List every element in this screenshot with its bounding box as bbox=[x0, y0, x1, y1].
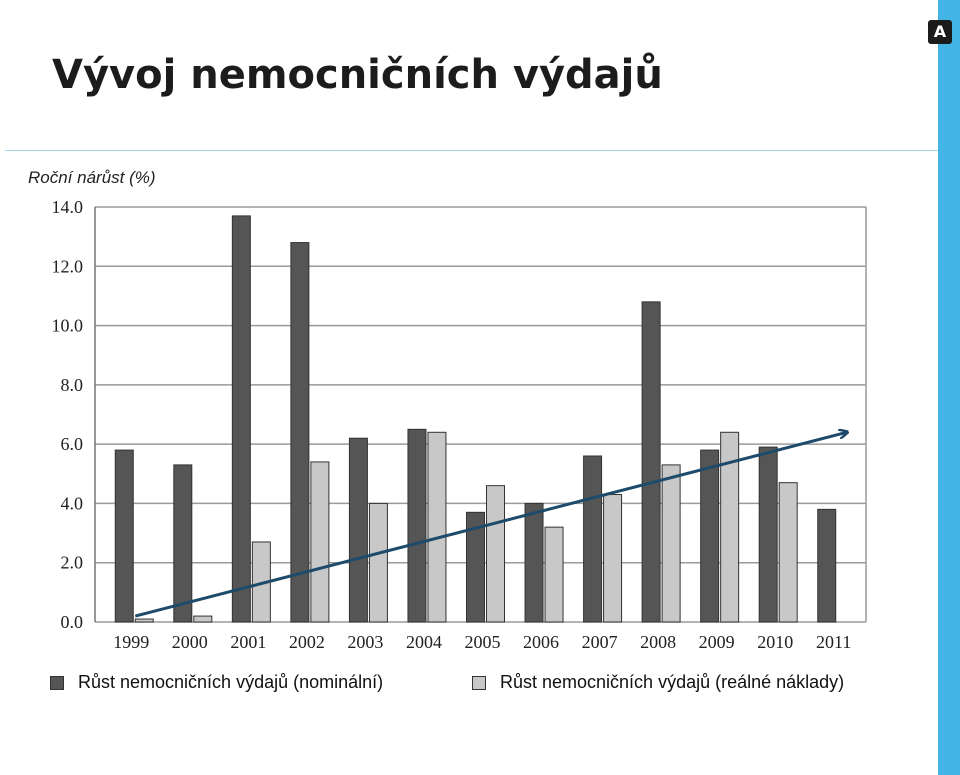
bar-real bbox=[134, 618, 154, 623]
x-tick-label: 2004 bbox=[406, 632, 442, 652]
bar-nominal bbox=[114, 449, 134, 623]
bar-chart: 0.0 2.0 4.0 6.0 8.0 10.0 12.0 14.0 1999 2000 2001 2… bbox=[52, 197, 867, 652]
trend-line bbox=[134, 432, 846, 618]
chart-tick-labels: 0.0 2.0 4.0 6.0 8.0 10.0 12.0 14.0 1999 2000 2001 2… bbox=[52, 197, 852, 652]
bar-real bbox=[486, 485, 505, 623]
bar-nominal bbox=[348, 437, 368, 623]
a-logo-icon: A bbox=[928, 20, 952, 44]
bar-real bbox=[661, 464, 681, 623]
bar-real bbox=[427, 431, 447, 623]
bar-real bbox=[544, 526, 564, 623]
y-tick-label: 0.0 bbox=[61, 612, 84, 632]
bar-real bbox=[310, 461, 330, 623]
y-tick-label: 14.0 bbox=[52, 197, 84, 217]
bar-nominal bbox=[524, 502, 544, 623]
legend-item-nominal: Růst nemocničních výdajů (nominální) bbox=[50, 672, 383, 693]
bar-nominal bbox=[173, 464, 193, 623]
x-tick-label: 2010 bbox=[757, 632, 793, 652]
legend-swatch-nominal bbox=[50, 675, 64, 690]
x-tick-label: 2001 bbox=[230, 632, 266, 652]
chart-subtitle: Roční nárůst (%) bbox=[28, 168, 156, 187]
chart-axes bbox=[94, 207, 867, 622]
x-tick-label: 2000 bbox=[172, 632, 208, 652]
bar-real bbox=[720, 431, 740, 623]
y-tick-label: 12.0 bbox=[52, 256, 84, 276]
x-tick-label: 2008 bbox=[640, 632, 676, 652]
x-tick-label: 2009 bbox=[699, 632, 735, 652]
y-tick-label: 4.0 bbox=[61, 493, 84, 513]
legend-label-real: Růst nemocničních výdajů (reálné náklady… bbox=[500, 672, 845, 692]
bar-nominal bbox=[407, 428, 427, 623]
bar-nominal bbox=[817, 508, 837, 623]
bar-real bbox=[368, 502, 388, 623]
bar-nominal bbox=[231, 215, 251, 623]
bar-nominal bbox=[290, 242, 310, 623]
x-tick-label: 2007 bbox=[582, 632, 618, 652]
bar-nominal bbox=[641, 301, 661, 623]
bar-nominal bbox=[700, 449, 720, 623]
legend-item-real: Růst nemocničních výdajů (reálné náklady… bbox=[472, 672, 844, 693]
y-tick-label: 8.0 bbox=[61, 375, 84, 395]
title-divider bbox=[5, 150, 938, 151]
y-tick-label: 2.0 bbox=[61, 553, 84, 573]
y-tick-label: 10.0 bbox=[52, 316, 84, 336]
x-tick-label: 2006 bbox=[523, 632, 559, 652]
x-tick-label: 2011 bbox=[816, 632, 851, 652]
trend-arrow bbox=[134, 432, 846, 618]
y-tick-label: 6.0 bbox=[61, 434, 84, 454]
legend-label-nominal: Růst nemocničních výdajů (nominální) bbox=[78, 672, 384, 692]
bar-nominal bbox=[466, 511, 485, 623]
bar-nominal bbox=[583, 455, 603, 623]
bar-real bbox=[603, 494, 623, 623]
legend-swatch-real bbox=[472, 675, 486, 690]
x-tick-label: 2003 bbox=[347, 632, 383, 652]
page-title: Vývoj nemocničních výdajů bbox=[52, 52, 663, 98]
chart-bars bbox=[114, 215, 837, 623]
bar-real bbox=[193, 615, 213, 623]
bar-nominal bbox=[758, 446, 778, 623]
chart-grid bbox=[95, 206, 866, 623]
bar-real bbox=[778, 482, 798, 623]
right-accent-bar bbox=[938, 0, 960, 775]
x-tick-label: 1999 bbox=[113, 632, 149, 652]
x-tick-label: 2005 bbox=[465, 632, 501, 652]
x-tick-label: 2002 bbox=[289, 632, 325, 652]
